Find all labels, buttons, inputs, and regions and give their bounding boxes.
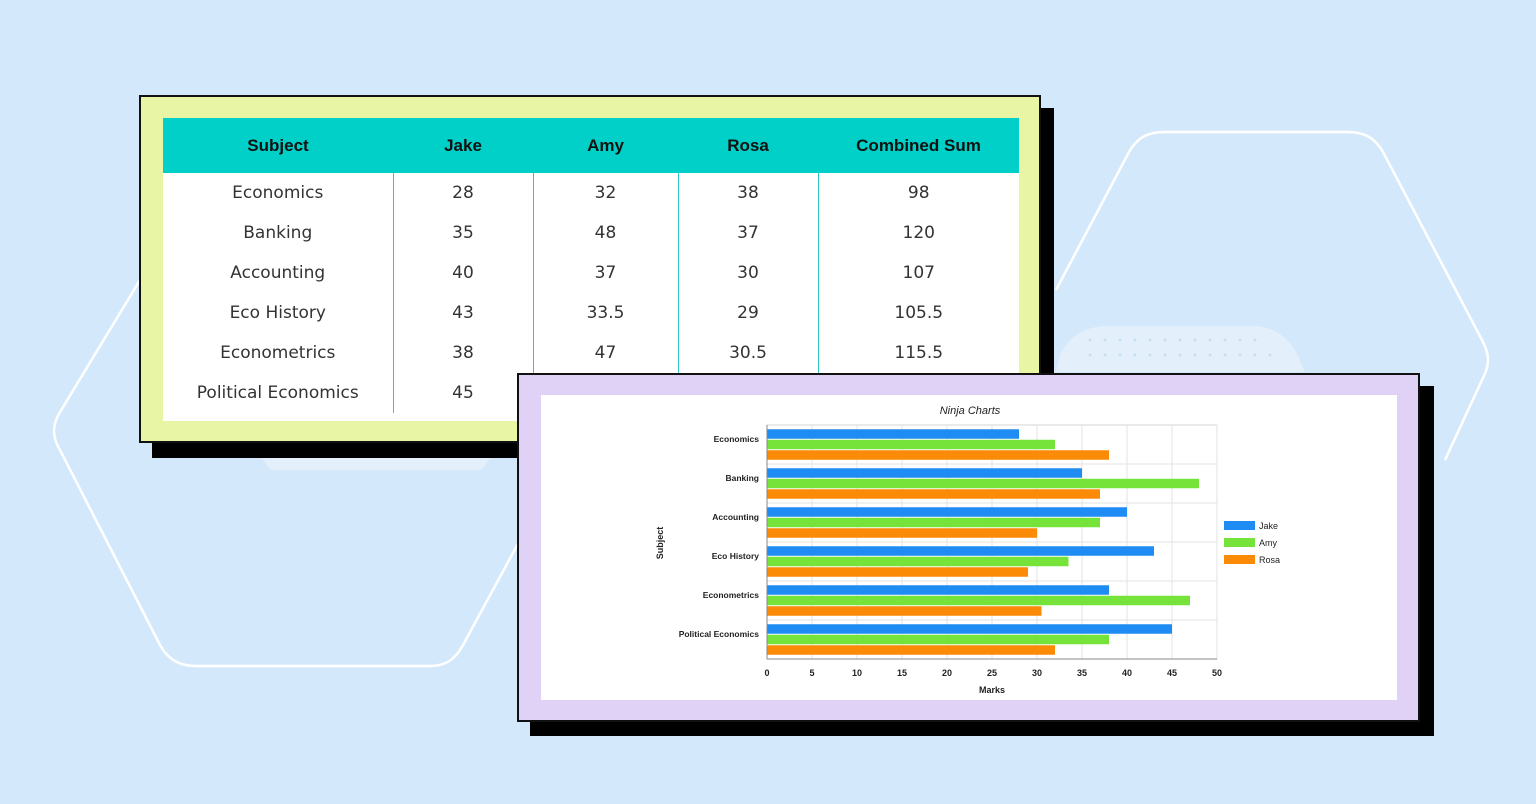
x-tick-label: 35: [1077, 668, 1087, 678]
x-tick-label: 45: [1167, 668, 1177, 678]
bar-amy: [767, 478, 1199, 489]
cell-amy: 48: [532, 213, 678, 253]
y-category-label: Economics: [714, 434, 760, 444]
cell-combined-sum: 107: [817, 253, 1019, 293]
y-category-label: Banking: [725, 473, 759, 483]
cell-subject: Eco History: [229, 303, 326, 323]
y-axis-title: Subject: [655, 527, 665, 560]
cell-subject: Political Economics: [196, 383, 359, 403]
y-category-label: Accounting: [712, 512, 759, 522]
x-tick-label: 0: [764, 668, 769, 678]
x-axis-title: Marks: [979, 685, 1005, 695]
cell-subject: Econometrics: [220, 343, 336, 363]
bar-jake: [767, 507, 1127, 517]
y-category-label: Econometrics: [703, 590, 759, 600]
cell-combined-sum: 120: [817, 213, 1019, 253]
bar-rosa: [767, 528, 1037, 538]
cell-jake: 43: [392, 293, 533, 333]
header-rosa: Rosa: [678, 118, 818, 173]
legend-swatch-jake: [1224, 521, 1255, 530]
cell-rosa: 30: [677, 253, 818, 293]
cell-jake: 35: [392, 213, 533, 253]
cell-rosa: 38: [677, 173, 818, 213]
bar-chart: 0 5 10 15 20 25 30 35 40 45 50 Economics Banking Acco…: [655, 405, 1280, 695]
header-jake: Jake: [393, 118, 533, 173]
bar-amy: [767, 439, 1055, 450]
bar-jake: [767, 429, 1019, 439]
cell-amy: 32: [532, 173, 678, 213]
table-header-row: Subject Jake Amy Rosa Combined Sum: [163, 118, 1019, 173]
bar-jake: [767, 624, 1172, 634]
chart-title: Ninja Charts: [940, 405, 1001, 417]
bar-jake: [767, 468, 1082, 478]
y-category-label: Political Economics: [679, 629, 760, 639]
chart-card: 0 5 10 15 20 25 30 35 40 45 50 Economics Banking Acco…: [517, 373, 1420, 722]
cell-jake: 28: [392, 173, 533, 213]
table-row: Econometrics 38 47 30.5 115.5: [163, 333, 1019, 373]
header-combined-sum: Combined Sum: [818, 118, 1019, 173]
bar-rosa: [767, 489, 1100, 499]
cell-amy: 37: [532, 253, 678, 293]
x-tick-label: 15: [897, 668, 907, 678]
bar-rosa: [767, 645, 1055, 655]
cell-combined-sum: 98: [817, 173, 1019, 213]
table-row: Economics 28 32 38 98: [163, 173, 1019, 213]
legend-swatch-rosa: [1224, 555, 1255, 564]
x-tick-label: 30: [1032, 668, 1042, 678]
x-tick-label: 5: [809, 668, 814, 678]
cell-rosa: 30.5: [677, 333, 818, 373]
x-tick-label: 25: [987, 668, 997, 678]
cell-subject: Banking: [243, 223, 313, 243]
bar-jake: [767, 585, 1109, 595]
y-category-label: Eco History: [712, 551, 760, 561]
bar-jake: [767, 546, 1154, 556]
cell-amy: 33.5: [532, 293, 678, 333]
bar-amy: [767, 634, 1109, 645]
x-tick-label: 20: [942, 668, 952, 678]
bar-rosa: [767, 450, 1109, 460]
x-tick-label: 10: [852, 668, 862, 678]
marks-table: Subject Jake Amy Rosa Combined Sum Econo…: [163, 118, 1019, 413]
cell-subject: Accounting: [230, 263, 326, 283]
cell-combined-sum: 105.5: [817, 293, 1019, 333]
table-row: Eco History 43 33.5 29 105.5: [163, 293, 1019, 333]
table-row: Banking 35 48 37 120: [163, 213, 1019, 253]
bar-rosa: [767, 567, 1028, 577]
legend-label-amy: Amy: [1259, 538, 1278, 548]
cell-rosa: 29: [677, 293, 818, 333]
table-card: Subject Jake Amy Rosa Combined Sum Econo…: [139, 95, 1041, 443]
cell-amy: 47: [532, 333, 678, 373]
cell-combined-sum: 115.5: [817, 333, 1019, 373]
x-tick-label: 50: [1212, 668, 1222, 678]
header-subject: Subject: [163, 118, 393, 173]
table-row: Accounting 40 37 30 107: [163, 253, 1019, 293]
table-container: Subject Jake Amy Rosa Combined Sum Econo…: [163, 118, 1019, 421]
bar-amy: [767, 517, 1100, 528]
cell-rosa: 37: [677, 213, 818, 253]
bar-amy: [767, 556, 1069, 567]
legend-label-rosa: Rosa: [1259, 555, 1280, 565]
chart-container: 0 5 10 15 20 25 30 35 40 45 50 Economics Banking Acco…: [541, 395, 1397, 700]
cell-jake: 45: [392, 373, 533, 413]
bar-rosa: [767, 606, 1042, 616]
legend-swatch-amy: [1224, 538, 1255, 547]
cell-jake: 38: [392, 333, 533, 373]
header-amy: Amy: [533, 118, 678, 173]
legend-label-jake: Jake: [1259, 521, 1278, 531]
cell-subject: Economics: [232, 183, 324, 203]
cell-jake: 40: [392, 253, 533, 293]
x-tick-label: 40: [1122, 668, 1132, 678]
bar-amy: [767, 595, 1190, 606]
